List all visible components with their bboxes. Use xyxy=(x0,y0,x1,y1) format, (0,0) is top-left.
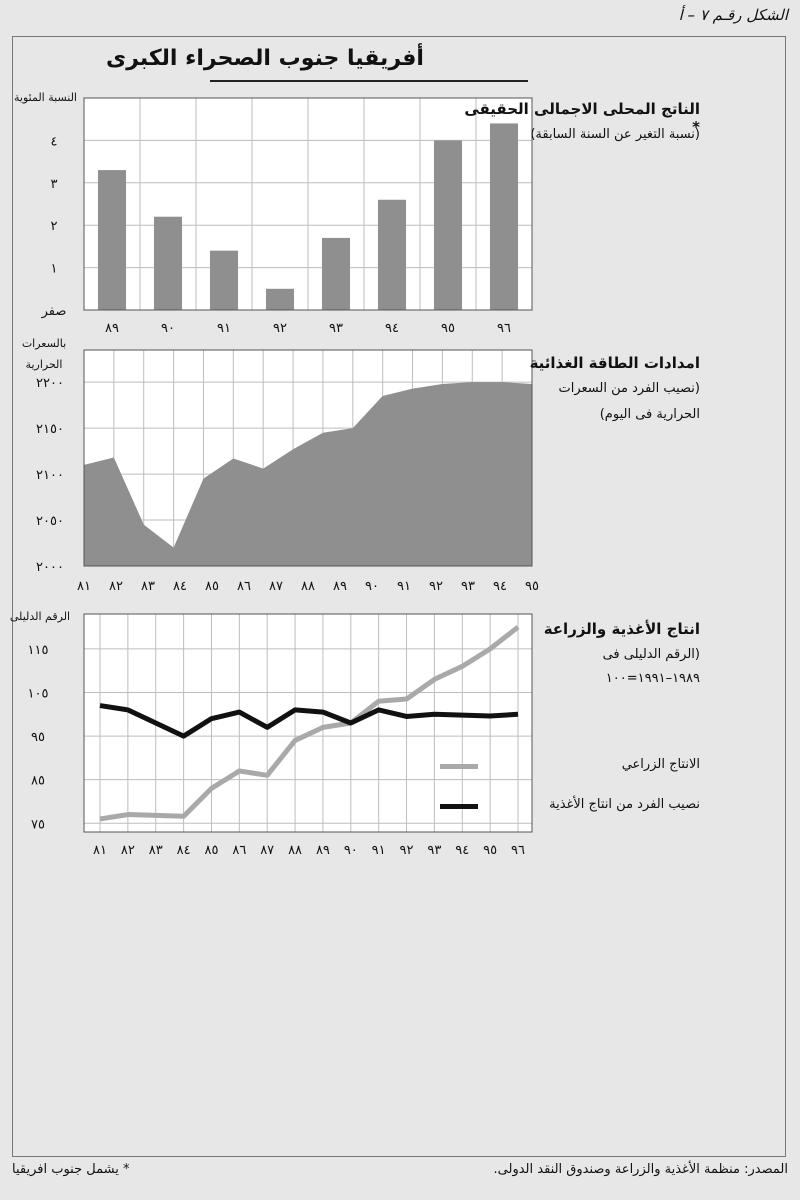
gdp-bar xyxy=(378,199,406,310)
production-x-tick-label: ٨٧ xyxy=(260,843,274,858)
production-x-tick-label: ٨٩ xyxy=(316,843,330,858)
production-x-tick-label: ٩٥ xyxy=(483,843,497,858)
production-x-tick-label: ٨١ xyxy=(93,843,107,858)
production-y-tick-label: ٧٥ xyxy=(31,817,45,832)
gdp-bar-chart: صفر ١ ٢ ٣ ٤ ٨٩ ٩٠ ٩١ ٩٢ ٩٣ ٩٤ ٩٥ ٩٦ النسبة المئوية xyxy=(14,91,533,336)
energy-y-axis-label-2: الحرارية xyxy=(26,358,63,371)
title-rule xyxy=(210,80,528,82)
gdp-x-tick-label: ٩٦ xyxy=(497,321,511,336)
gdp-bar xyxy=(98,170,126,310)
energy-y-axis-label-1: بالسعرات xyxy=(22,337,66,350)
production-y-tick-label: ٨٥ xyxy=(31,774,45,789)
energy-chart-subtitle-1: (نصيب الفرد من السعرات xyxy=(558,381,700,396)
production-plot-border xyxy=(83,613,533,833)
production-x-tick-label: ٨٢ xyxy=(121,843,135,858)
figure-label: الشكل رقـم ٧ – أ xyxy=(678,6,788,24)
source-note: المصدر: منظمة الأغذية والزراعة وصندوق ال… xyxy=(493,1162,788,1177)
food-per-capita-line xyxy=(99,703,519,739)
gdp-y-tick-label: ٤ xyxy=(51,134,58,149)
production-x-tick-label: ٨٨ xyxy=(288,843,302,858)
energy-x-tick-label: ٨١ xyxy=(77,579,91,594)
footnote: * يشمل جنوب افريقيا xyxy=(12,1162,130,1177)
legend-label-agri: الانتاج الزراعي xyxy=(621,757,700,772)
energy-x-tick-label: ٨٤ xyxy=(173,579,187,594)
production-x-tick-label: ٩١ xyxy=(372,843,386,858)
energy-y-tick-label: ٢٠٠٠ xyxy=(36,560,64,575)
energy-x-tick-label: ٨٣ xyxy=(141,579,155,594)
legend-swatch-food xyxy=(440,804,478,809)
gdp-chart-title: الناتج المحلى الاجمالى الحقيقى * xyxy=(464,100,700,136)
gdp-x-tick-label: ٩٤ xyxy=(385,321,399,336)
gdp-bar xyxy=(322,237,350,310)
production-x-tick-label: ٩٣ xyxy=(427,843,441,858)
production-x-tick-label: ٨٤ xyxy=(177,843,191,858)
energy-x-tick-label: ٩٠ xyxy=(365,579,379,594)
production-y-tick-label: ٩٥ xyxy=(31,730,45,745)
gdp-bar xyxy=(154,216,182,310)
gdp-x-tick-label: ٩٣ xyxy=(329,321,343,336)
production-x-tick-label: ٩٢ xyxy=(400,843,414,858)
energy-x-tick-label: ٨٩ xyxy=(333,579,347,594)
legend-label-food: نصيب الفرد من انتاج الأغذية xyxy=(549,797,700,812)
energy-x-tick-label: ٩٥ xyxy=(525,579,539,594)
production-x-tick-label: ٨٦ xyxy=(232,843,246,858)
agri-production-line xyxy=(99,625,520,822)
energy-x-tick-label: ٩٤ xyxy=(493,579,507,594)
production-x-tick-label: ٨٥ xyxy=(204,843,218,858)
energy-x-tick-label: ٨٦ xyxy=(237,579,251,594)
production-x-tick-label: ٩٠ xyxy=(344,843,358,858)
gdp-bar xyxy=(434,140,462,310)
gdp-y-tick-label: ٣ xyxy=(51,177,58,192)
gdp-x-tick-label: ٨٩ xyxy=(105,321,119,336)
gdp-x-tick-label: ٩٢ xyxy=(273,321,287,336)
energy-y-tick-label: ٢٢٠٠ xyxy=(36,376,64,391)
gdp-bar xyxy=(266,288,294,310)
production-chart-subtitle-2: ١٩٨٩–١٩٩١=١٠٠ xyxy=(605,671,700,686)
gdp-x-tick-label: ٩٥ xyxy=(441,321,455,336)
gdp-x-tick-label: ٩١ xyxy=(217,321,231,336)
energy-area xyxy=(84,382,532,566)
gdp-bar xyxy=(490,123,518,310)
production-y-axis-label: الرقم الدليلى xyxy=(10,610,70,623)
energy-x-tick-label: ٨٧ xyxy=(269,579,283,594)
legend-item-food: نصيب الفرد من انتاج الأغذية xyxy=(440,797,700,817)
production-x-tick-label: ٩٤ xyxy=(455,843,469,858)
gdp-x-tick-label: ٩٠ xyxy=(161,321,175,336)
production-chart-subtitle-1: (الرقم الدليلى فى xyxy=(602,647,700,662)
production-y-tick-label: ١٠٥ xyxy=(28,686,49,701)
main-title: أفريقيا جنوب الصحراء الكبرى xyxy=(106,46,424,71)
energy-x-tick-label: ٩١ xyxy=(397,579,411,594)
legend-swatch-agri xyxy=(440,764,478,769)
gdp-chart-subtitle: (نسبة التغير عن السنة السابقة) xyxy=(530,127,700,142)
energy-x-tick-label: ٩٣ xyxy=(461,579,475,594)
energy-x-tick-label: ٨٥ xyxy=(205,579,219,594)
production-index-line-chart: ٧٥ ٨٥ ٩٥ ١٠٥ ١١٥ ٨١ ٨٢ ٨٣ ٨٤ ٨٥ ٨٦ ٨٧ ٨٨ ٨٩ ٩٠ ٩١ ٩٢ ٩٣ ٩٤… xyxy=(10,610,533,858)
energy-y-tick-label: ٢٠٥٠ xyxy=(36,514,64,529)
production-x-tick-label: ٩٦ xyxy=(511,843,525,858)
energy-chart-subtitle-2: الحرارية فى اليوم) xyxy=(599,407,700,422)
energy-x-tick-label: ٨٢ xyxy=(109,579,123,594)
production-y-tick-label: ١١٥ xyxy=(28,643,49,658)
gdp-y-tick-label: ٢ xyxy=(51,219,58,234)
food-energy-area-chart: ٢٠٠٠ ٢٠٥٠ ٢١٠٠ ٢١٥٠ ٢٢٠٠ ٨١ ٨٢ ٨٣ ٨٤ ٨٥ ٨٦ ٨٧ ٨٨ ٨٩ ٩٠… xyxy=(22,337,539,594)
energy-x-tick-label: ٨٨ xyxy=(301,579,315,594)
energy-plot-border xyxy=(83,349,533,567)
production-x-tick-label: ٨٣ xyxy=(149,843,163,858)
energy-x-tick-label: ٩٢ xyxy=(429,579,443,594)
energy-y-tick-label: ٢١٥٠ xyxy=(36,422,64,437)
production-chart-title: انتاج الأغذية والزراعة xyxy=(543,620,700,638)
gdp-plot-border xyxy=(83,97,533,311)
gdp-y-tick-label: صفر xyxy=(41,304,67,319)
legend-item-agri: الانتاج الزراعي xyxy=(440,757,700,777)
energy-y-tick-label: ٢١٠٠ xyxy=(36,468,64,483)
gdp-y-axis-label: النسبة المئوية xyxy=(14,91,77,104)
gdp-bar xyxy=(210,250,238,310)
gdp-y-tick-label: ١ xyxy=(51,262,58,277)
energy-chart-title: امدادات الطاقة الغذائية xyxy=(529,354,700,372)
